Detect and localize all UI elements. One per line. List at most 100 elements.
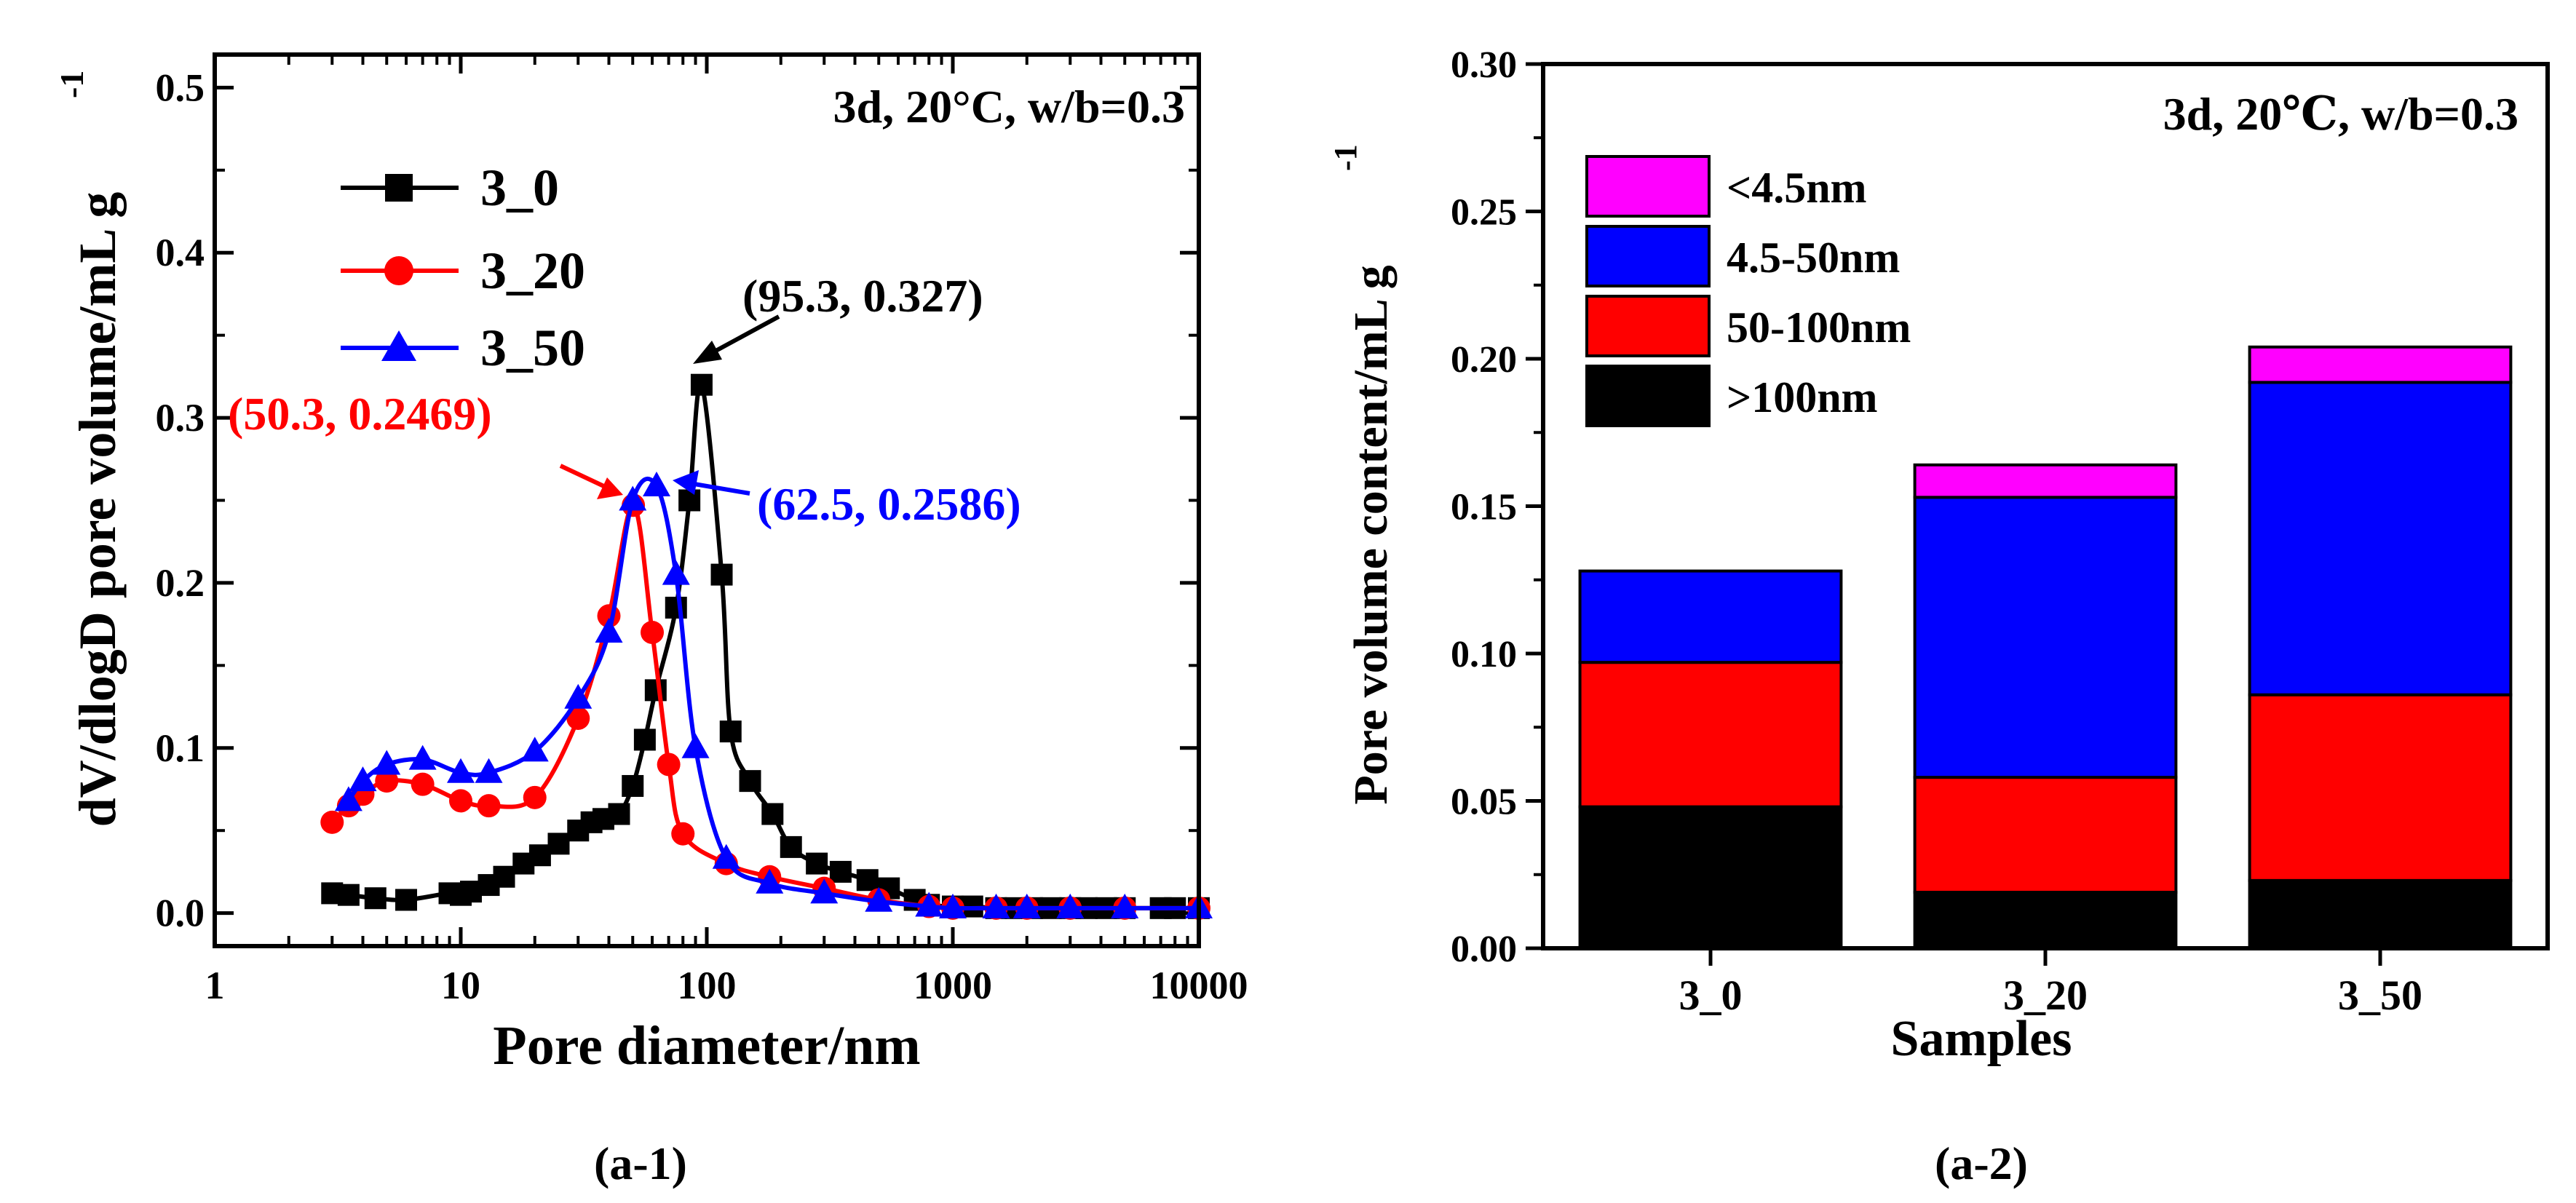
- p1-y-axis-label-sup: -1: [53, 71, 90, 98]
- p1-point-3_50: [681, 733, 710, 758]
- p2-ticks: [1526, 62, 2382, 966]
- p1-legend-label-3_0: 3_0: [480, 159, 559, 217]
- p1-point-3_0: [644, 679, 667, 702]
- p1-x-tick-label: 10: [441, 964, 480, 1007]
- p1-point-3_0: [806, 852, 828, 875]
- p1-point-3_20: [411, 772, 435, 796]
- p2-bar-segment-3_0->100nm: [1578, 805, 1843, 950]
- p2-legend-swatch-50-100: [1585, 295, 1711, 357]
- p2-x-tick-label: 3_20: [2003, 972, 2088, 1019]
- p2-y-axis-label-group: Pore volume content/mL g -1: [1328, 144, 1398, 804]
- p1-legend-marker-3_50: [381, 330, 416, 361]
- p1-series-3_20: [320, 493, 1210, 920]
- p1-point-3_50: [408, 745, 437, 770]
- p2-bar-segment-3_0-50-100nm: [1578, 661, 1843, 809]
- p1-legend: 3_0 3_20 3_50: [341, 159, 585, 377]
- p2-y-axis-label-sup: -1: [1328, 144, 1363, 171]
- p1-callout-arrowhead-3_0: [693, 341, 722, 364]
- p1-point-3_20: [320, 810, 344, 834]
- p2-legend: <4.5nm 4.5-50nm 50-100nm >100nm: [1585, 155, 1911, 427]
- p1-callout-text-3_50: (62.5, 0.2586): [757, 478, 1021, 530]
- p1-y-axis-label: dV/dlogD pore volume/mL g: [68, 192, 127, 827]
- p1-point-3_0: [528, 844, 551, 867]
- p2-bar-segment-3_20->100nm: [1913, 891, 2178, 950]
- p1-legend-label-3_50: 3_50: [480, 319, 585, 377]
- p1-point-3_0: [337, 884, 360, 906]
- stacked-bar-chart-panel: 3_0 3_20 3_50 0.00 0.05 0.10 0.15 0.20 0.25 0.30…: [1328, 44, 2550, 1189]
- p1-callout-3_50: (62.5, 0.2586): [673, 470, 1021, 530]
- p1-callout-3_0: (95.3, 0.327): [693, 270, 983, 364]
- p2-bar-segment-3_50-4.5-50nm: [2248, 381, 2513, 696]
- p2-legend-label-gt100: >100nm: [1727, 373, 1878, 421]
- p1-series-group: [320, 373, 1213, 920]
- p2-y-tick-label: 0.00: [1451, 929, 1517, 970]
- p1-point-3_20: [477, 794, 501, 818]
- p1-point-3_0: [493, 865, 515, 888]
- p1-point-3_50: [1111, 893, 1139, 918]
- p1-callout-arrow-3_50: [685, 480, 750, 496]
- p1-point-3_0: [364, 887, 387, 910]
- p1-legend-marker-3_0: [385, 174, 413, 202]
- p2-x-tick-label: 3_50: [2338, 972, 2422, 1019]
- p1-point-3_50: [756, 868, 784, 894]
- p1-point-3_0: [395, 889, 418, 911]
- p2-legend-swatch-lt4.5: [1585, 155, 1711, 218]
- p1-legend-marker-3_20: [384, 256, 413, 285]
- p2-y-tick-label: 0.30: [1451, 44, 1517, 86]
- p1-annotation: 3d, 20°C, w/b=0.3: [833, 81, 1185, 132]
- p2-panel-label: (a-2): [1935, 1138, 2028, 1189]
- p2-y-tick-label: 0.15: [1451, 487, 1517, 528]
- p2-legend-label-4.5-50: 4.5-50nm: [1727, 234, 1900, 282]
- p2-bar-segment-3_20-<4.5nm: [1913, 463, 2178, 499]
- p1-point-3_0: [690, 373, 713, 396]
- p1-callout-text-3_0: (95.3, 0.327): [742, 270, 983, 322]
- p1-x-tick-label: 1: [205, 964, 225, 1007]
- p1-point-3_50: [810, 878, 839, 904]
- p2-x-axis-label: Samples: [1891, 1011, 2072, 1067]
- p1-point-3_50: [564, 683, 593, 709]
- p1-y-tick-label: 0.5: [156, 65, 205, 109]
- p1-callout-arrowhead-3_20: [597, 477, 623, 499]
- p1-point-3_50: [334, 786, 362, 811]
- p1-x-tick-label: 1000: [914, 964, 992, 1007]
- p1-point-3_50: [1012, 893, 1041, 918]
- p1-point-3_0: [678, 489, 701, 512]
- p1-point-3_20: [641, 620, 665, 644]
- p1-y-tick-label: 0.4: [156, 231, 205, 274]
- p2-x-tick-labels: 3_0 3_20 3_50: [1679, 972, 2423, 1019]
- p2-bar-segment-3_20-4.5-50nm: [1913, 496, 2178, 779]
- p1-point-3_50: [475, 758, 503, 783]
- p1-x-axis-label: Pore diameter/nm: [493, 1015, 920, 1076]
- p1-point-3_0: [719, 720, 742, 743]
- p2-legend-label-lt4.5: <4.5nm: [1727, 164, 1867, 212]
- p1-point-3_0: [608, 803, 630, 825]
- p1-y-tick-label: 0.1: [156, 726, 205, 770]
- p1-point-3_0: [739, 770, 761, 793]
- p1-point-3_0: [547, 833, 570, 855]
- p1-x-tick-label: 100: [678, 964, 737, 1007]
- p1-callout-text-3_20: (50.3, 0.2469): [228, 388, 492, 440]
- p1-y-tick-label: 0.3: [156, 396, 205, 440]
- p1-point-3_50: [982, 893, 1010, 918]
- p1-point-3_50: [349, 766, 377, 792]
- p1-point-3_50: [520, 737, 549, 762]
- p1-point-3_20: [671, 822, 695, 846]
- p2-y-tick-label: 0.25: [1451, 192, 1517, 234]
- p1-point-3_50: [939, 893, 967, 918]
- p2-y-tick-label: 0.20: [1451, 339, 1517, 381]
- p2-annotation: 3d, 20℃, w/b=0.3: [2163, 88, 2518, 140]
- p1-x-tick-labels: 1 10 100 1000 10000: [205, 964, 1248, 1007]
- p1-point-3_20: [566, 706, 590, 730]
- p1-point-3_50: [865, 886, 893, 912]
- p2-bar-segment-3_50-50-100nm: [2248, 693, 2513, 882]
- p1-x-tick-label: 10000: [1150, 964, 1248, 1007]
- p2-bars-group: [1578, 345, 2513, 950]
- p2-plot-frame: [1541, 62, 2550, 950]
- p1-legend-label-3_20: 3_20: [480, 242, 585, 300]
- p1-callout-arrow-3_20: [559, 464, 611, 491]
- p2-y-tick-label: 0.05: [1451, 782, 1517, 823]
- p2-bar-segment-3_20-50-100nm: [1913, 776, 2178, 894]
- p1-y-tick-label: 0.0: [156, 892, 205, 935]
- p1-y-tick-labels: 0.0 0.1 0.2 0.3 0.4 0.5: [156, 65, 205, 934]
